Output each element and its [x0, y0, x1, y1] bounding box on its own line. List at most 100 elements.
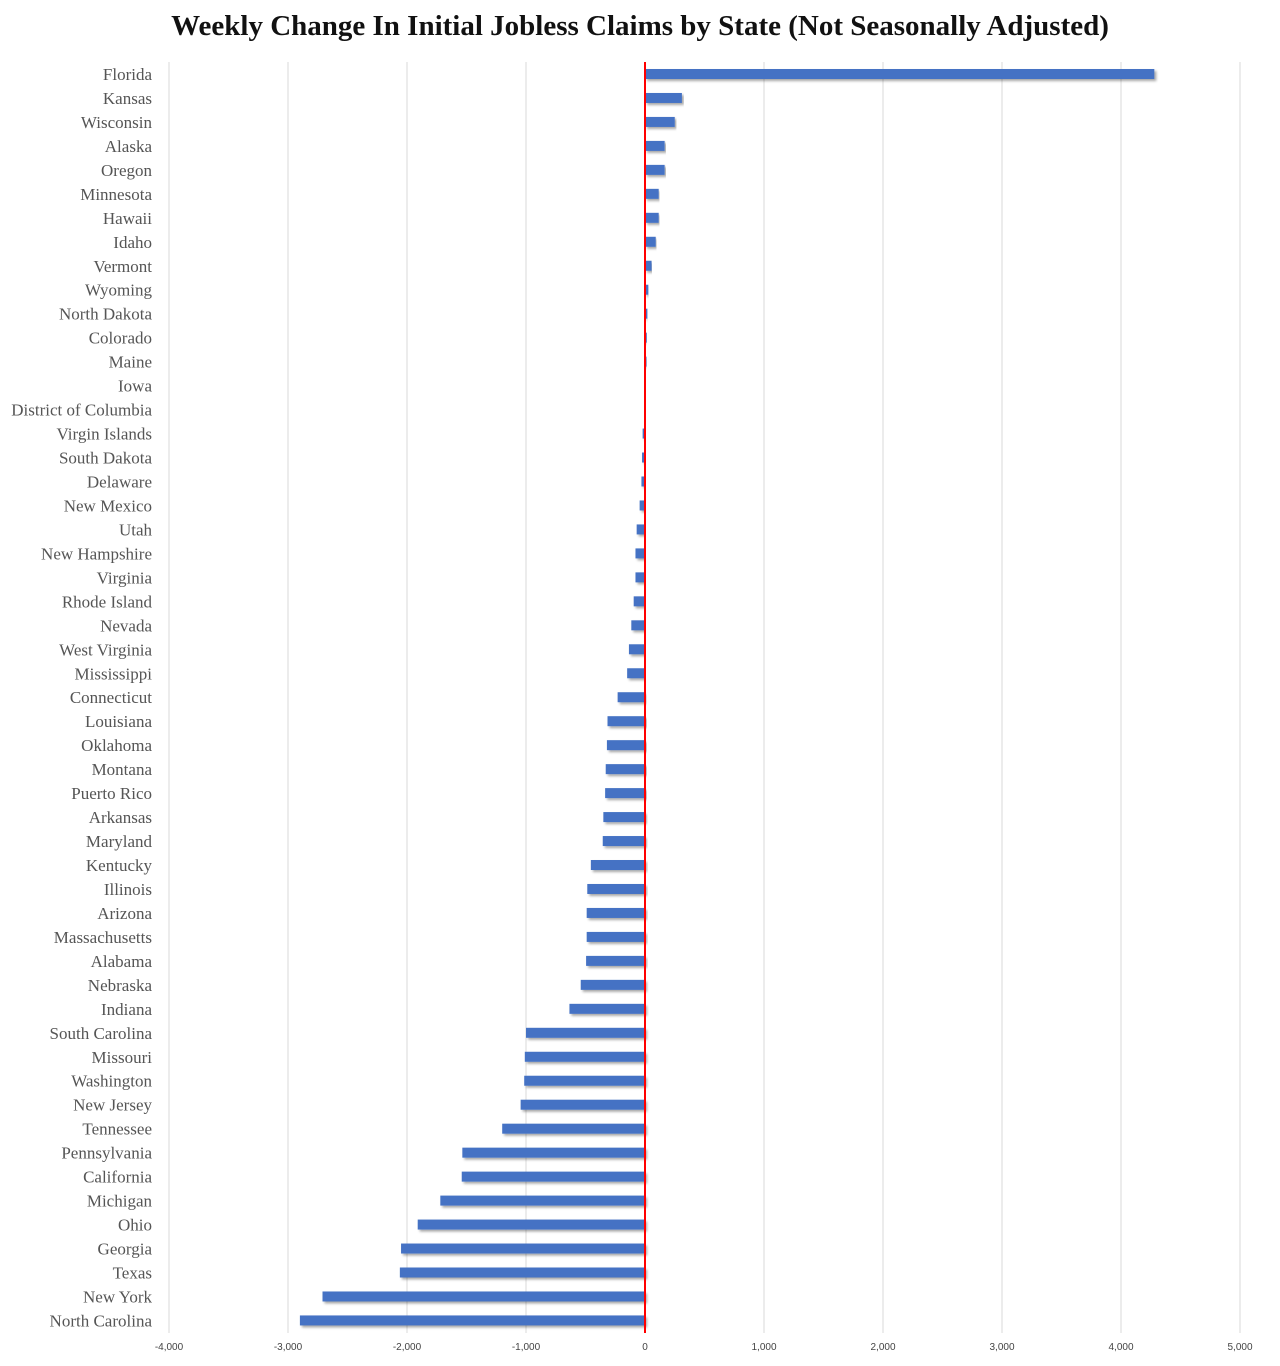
x-tick-label: -3,000 [274, 1342, 303, 1353]
category-label: Massachusetts [54, 928, 152, 947]
bar [628, 644, 645, 655]
bar [645, 188, 659, 199]
category-label: West Virginia [59, 640, 152, 659]
x-tick-label: 5,000 [1227, 1342, 1252, 1353]
chart-title: Weekly Change In Initial Jobless Claims … [171, 10, 1109, 42]
category-label: Oklahoma [81, 736, 152, 755]
bar [642, 452, 645, 463]
category-label: California [83, 1168, 152, 1187]
bar [322, 1291, 645, 1302]
bar [641, 476, 645, 487]
category-label: Mississippi [75, 664, 153, 683]
category-label: Louisiana [85, 712, 152, 731]
bar [586, 931, 645, 942]
x-tick-label: -2,000 [393, 1342, 422, 1353]
category-label: Maine [109, 353, 152, 372]
bar [617, 692, 645, 703]
category-label: New Hampshire [41, 544, 152, 563]
category-label: Arkansas [89, 808, 152, 827]
category-label: Idaho [113, 233, 152, 252]
bar [502, 1123, 645, 1134]
category-label: Rhode Island [62, 592, 153, 611]
x-tick-label: -4,000 [155, 1342, 184, 1353]
bar [526, 1027, 645, 1038]
bar [639, 500, 645, 511]
bar [645, 236, 656, 247]
category-label: Florida [103, 65, 153, 84]
category-label: South Carolina [50, 1024, 153, 1043]
bar [605, 788, 645, 799]
category-label: Alaska [105, 137, 153, 156]
bar [642, 428, 645, 439]
category-label: Texas [113, 1264, 152, 1283]
bar [417, 1219, 645, 1230]
category-label: Pennsylvania [61, 1144, 152, 1163]
category-label: Utah [119, 520, 153, 539]
category-label: District of Columbia [11, 401, 152, 420]
x-tick-label: 4,000 [1108, 1342, 1133, 1353]
bar [645, 308, 648, 319]
bar [524, 1051, 645, 1062]
category-label: Iowa [118, 377, 152, 396]
category-label: Wyoming [85, 281, 152, 300]
bar [603, 812, 645, 823]
bar [645, 69, 1155, 79]
category-label: Wisconsin [81, 113, 153, 132]
bar [645, 140, 665, 151]
bar [633, 596, 645, 607]
bar [645, 116, 675, 127]
category-label: Puerto Rico [71, 784, 152, 803]
bar [645, 164, 665, 175]
category-label: Nebraska [88, 976, 153, 995]
bar [520, 1099, 645, 1110]
category-label: Washington [71, 1072, 152, 1091]
x-tick-label: 3,000 [989, 1342, 1014, 1353]
bar [607, 716, 645, 727]
category-label: Illinois [104, 880, 152, 899]
bar [462, 1147, 645, 1158]
bar [645, 212, 659, 223]
x-tick-label: 2,000 [870, 1342, 895, 1353]
bar [461, 1171, 645, 1182]
bar [586, 955, 645, 966]
category-labels: Florida Kansas Wisconsin Alaska Oregon Minnes… [11, 65, 152, 1330]
bar [602, 836, 645, 847]
category-label: Vermont [93, 257, 152, 276]
bar [399, 1267, 645, 1278]
category-label: Oregon [101, 161, 152, 180]
category-label: Minnesota [80, 185, 152, 204]
bar [587, 883, 645, 894]
bar [299, 1315, 645, 1326]
bar [631, 620, 645, 631]
category-label: Kansas [103, 89, 152, 108]
bar [440, 1195, 645, 1206]
bar [590, 860, 645, 871]
bar [580, 979, 645, 990]
category-label: Alabama [91, 952, 153, 971]
category-label: Georgia [98, 1240, 153, 1259]
category-label: Connecticut [70, 688, 152, 707]
gridlines [168, 62, 1241, 1333]
bar [645, 260, 652, 271]
category-label: South Dakota [59, 449, 152, 468]
category-label: Maryland [86, 832, 153, 851]
category-label: Virgin Islands [57, 425, 152, 444]
bar [645, 284, 649, 295]
bar [605, 764, 645, 775]
x-tick-label: 0 [642, 1342, 648, 1353]
x-tick-label: 1,000 [751, 1342, 776, 1353]
category-label: Montana [92, 760, 153, 779]
x-tick-label: -1,000 [512, 1342, 541, 1353]
bar [635, 548, 645, 559]
bar [627, 668, 645, 679]
category-label: Delaware [87, 472, 152, 491]
category-label: Nevada [100, 616, 152, 635]
category-label: Virginia [97, 568, 153, 587]
bar [524, 1075, 645, 1086]
category-label: Colorado [89, 329, 152, 348]
category-label: Michigan [87, 1192, 153, 1211]
category-label: Hawaii [103, 209, 152, 228]
category-label: Missouri [92, 1048, 153, 1067]
category-label: North Dakota [59, 305, 152, 324]
